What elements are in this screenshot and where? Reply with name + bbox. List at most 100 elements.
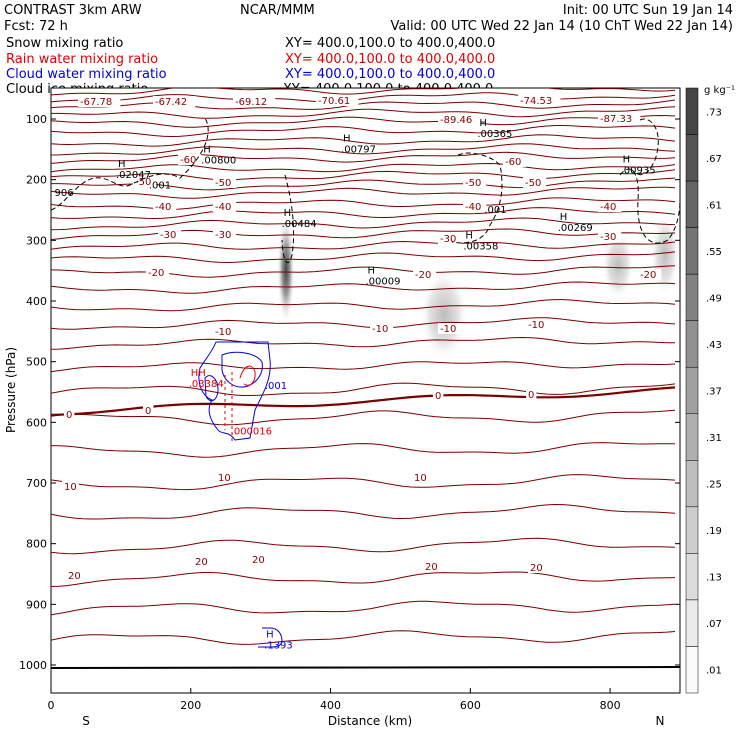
isotherm-label-bg <box>423 561 440 572</box>
extremum-value: .001 <box>149 181 171 192</box>
colorbar-segment <box>685 599 699 647</box>
north-label: N <box>656 714 665 728</box>
isotherm-label: 0 <box>145 406 151 417</box>
extremum-value: .00358 <box>463 241 498 252</box>
isotherm-label-bg <box>316 95 359 106</box>
isotherm <box>51 382 676 396</box>
isotherm-label: -30 <box>440 234 456 245</box>
isotherm <box>51 299 676 312</box>
isotherm-label-bg <box>62 481 79 492</box>
isotherm <box>51 228 676 241</box>
ice-contour <box>619 168 680 244</box>
cloud-water-contours <box>198 341 283 648</box>
extremum-value: .00935 <box>621 166 656 177</box>
isotherm-label-bg <box>518 95 561 106</box>
isotherm-label: -70.61 <box>318 96 350 107</box>
isotherm-label-bg <box>64 409 75 420</box>
cloud-water-contour <box>221 351 263 388</box>
extremum-mark: H <box>623 155 631 166</box>
isotherm-label: -20 <box>640 270 656 281</box>
colorbar-segment <box>685 646 699 694</box>
isotherm-label: -60 <box>505 157 521 168</box>
isotherm-label-bg <box>233 96 276 107</box>
isotherm-label-bg <box>146 267 170 278</box>
isotherm-label: 20 <box>530 563 543 574</box>
extrema-labels: H.02047H.00800H.00797H.00365H.00935H.004… <box>54 118 655 651</box>
isotherm-label-bg <box>153 96 196 107</box>
extremum-value: 906 <box>54 188 73 199</box>
isotherm-label-bg <box>66 570 83 581</box>
isotherm-label: 0 <box>66 410 72 421</box>
isotherm-label-bg <box>503 156 527 167</box>
extremum-mark: H <box>266 630 274 641</box>
rain-contours <box>224 365 256 442</box>
forecast-hour: Fcst: 72 h <box>4 19 68 34</box>
isotherm <box>51 207 676 220</box>
isotherm <box>51 537 676 555</box>
isotherm-label-bg <box>412 472 429 483</box>
isotherm-label: -50 <box>215 178 231 189</box>
cloud-water-contour <box>198 341 271 441</box>
isotherm-label: 0 <box>435 391 441 402</box>
extremum-mark: H <box>368 266 376 277</box>
snow-shade <box>602 230 634 300</box>
isotherm <box>51 134 676 147</box>
isotherm-label-bg <box>193 556 210 567</box>
isotherm-label-bg <box>433 390 444 401</box>
colorbar-tick-label: .25 <box>706 480 722 491</box>
colorbar-segment <box>685 273 699 321</box>
isotherm-label: 20 <box>195 557 208 568</box>
ice-contour <box>51 117 209 211</box>
colorbar-segment <box>685 366 699 415</box>
isotherm-label-bg <box>638 269 662 280</box>
rain-extremum-mark: HH <box>191 368 206 379</box>
isotherm-label-bg <box>598 113 641 124</box>
isotherm-label-bg <box>158 229 182 240</box>
isotherm-label: -50 <box>525 178 541 189</box>
isotherm-label-bg <box>213 229 237 240</box>
isotherm-label: -69.12 <box>235 97 267 108</box>
isotherm-label: 10 <box>64 482 77 493</box>
isotherm-label: 20 <box>425 562 438 573</box>
isotherm <box>51 114 676 128</box>
isotherm-label: -10 <box>528 320 544 331</box>
model-title: CONTRAST 3km ARW <box>4 3 142 18</box>
isotherm-label-bg <box>523 177 547 188</box>
freezing-isotherm <box>51 386 676 416</box>
isotherm-label: 10 <box>218 473 231 484</box>
x-axis-title: Distance (km) <box>328 714 412 728</box>
ground-line <box>51 666 680 669</box>
colorbar-segment <box>685 227 699 275</box>
extremum-value: .00484 <box>282 219 317 230</box>
y-tick-label: 100 <box>26 113 47 126</box>
colorbar-tick-label: .43 <box>706 340 722 351</box>
cloud-water-contour <box>204 375 219 402</box>
y-tick-label: 600 <box>26 416 47 429</box>
colorbar-segment <box>685 87 699 135</box>
isotherm <box>51 630 676 645</box>
x-tick-label: 200 <box>180 699 201 712</box>
colorbar-segment <box>685 460 699 508</box>
legend-snow-name: Snow mixing ratio <box>6 36 123 51</box>
isotherm <box>51 251 676 264</box>
isotherm-label-bg <box>463 177 487 188</box>
south-label: S <box>82 714 90 728</box>
isotherm <box>51 106 676 119</box>
isotherm-label: 0 <box>528 390 534 401</box>
y-tick-label: 200 <box>26 174 47 187</box>
extremum-mark: H <box>284 208 292 219</box>
x-tick-label: 600 <box>460 699 481 712</box>
cloud-water-contour <box>258 627 283 648</box>
isotherm-label: -74.53 <box>520 96 552 107</box>
legend-cloud-water-name: Cloud water mixing ratio <box>6 67 167 82</box>
extremum-value: .00009 <box>366 277 401 288</box>
isotherm-label: -40 <box>465 202 481 213</box>
extremum-value: .00269 <box>558 223 593 234</box>
legend-rain-xy: XY= 400.0,100.0 to 400.0,400.0 <box>285 52 495 67</box>
extremum-value: .001 <box>484 205 506 216</box>
rain-extremum-value: .000016 <box>231 426 272 437</box>
y-tick-label: 800 <box>26 538 47 551</box>
isotherm-label-bg <box>133 176 157 187</box>
isotherm-label-bg <box>463 201 487 212</box>
